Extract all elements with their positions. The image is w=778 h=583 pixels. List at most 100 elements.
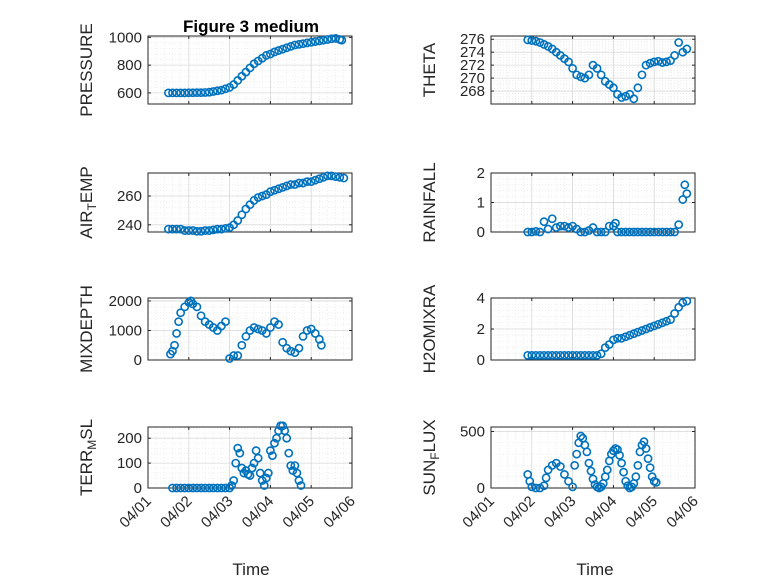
data-point [651,477,661,487]
data-point [270,438,279,448]
data-point [196,483,206,493]
data-point [645,58,655,68]
data-point [584,70,594,80]
data-point [543,224,553,234]
data-point [192,302,202,312]
data-point [270,185,279,195]
data-point [657,227,667,237]
data-point [286,461,296,470]
data-point [523,227,533,237]
data-point [621,91,631,101]
data-point [249,323,259,332]
data-point [657,318,667,328]
data-point [631,472,641,482]
data-point [596,227,606,237]
data-point [551,223,561,232]
data-point [184,483,194,493]
data-point [602,465,612,475]
data-point [217,224,226,234]
data-point [547,350,557,360]
y-tick-label: 500 [460,424,485,441]
data-point [204,87,214,97]
data-point [296,481,306,490]
data-point [670,51,679,60]
data-point [531,350,541,360]
data-point [200,88,210,97]
y-tick-label: 0 [477,480,485,497]
data-point [257,191,267,201]
data-point [327,34,336,44]
data-point [647,472,657,482]
y-tick-label: 0 [477,352,485,369]
y-tick-label: 200 [117,430,142,447]
data-point [196,226,206,236]
data-point [613,445,622,454]
data-point [237,210,247,220]
data-point [649,321,659,331]
data-point [641,60,651,70]
data-point [527,350,537,360]
data-point [615,450,624,460]
data-point [572,449,582,459]
y-tick-label: 4 [477,290,485,307]
data-point [217,483,226,493]
data-point [621,332,631,342]
data-point [609,335,618,345]
x-tick-label: 04/05 [622,493,661,532]
axes-box [490,426,696,489]
data-point [294,343,304,353]
data-point [192,483,202,493]
data-point [327,171,336,181]
x-tick-label: 04/02 [157,493,196,532]
data-point [184,88,194,98]
data-point [551,350,561,360]
data-point [261,473,271,483]
x-tick-label: 04/01 [459,493,498,532]
data-point [678,195,688,204]
data-point [560,221,569,231]
data-point [539,481,549,491]
data-point [637,70,647,80]
data-point [235,448,245,458]
x-axis-label-right: Time [576,560,613,579]
data-point [539,350,549,360]
data-point [609,83,618,93]
y-tick-label: 276 [460,31,485,48]
data-point [629,94,639,104]
data-point [584,458,594,468]
data-point [172,329,181,338]
data-point [176,308,186,318]
data-point [323,35,332,44]
subplot-1: 600 800 1000 PRESSURE [77,23,353,117]
axes-box [147,297,353,361]
data-point [629,227,639,237]
data-point [245,200,255,210]
data-point [294,476,304,485]
data-point [543,350,553,360]
y-tick-label: 270 [460,70,485,87]
data-point [172,224,181,234]
data-point [168,88,177,98]
data-point [592,350,602,360]
data-point [233,216,243,225]
y-tick-label: 100 [117,455,142,472]
y-tick-label: 2 [477,165,485,182]
subplot-6: 0 2 4 H2OMIXRA [420,284,696,373]
data-point [314,174,324,184]
data-point [588,350,598,360]
data-point [274,320,283,329]
data-point [196,88,206,98]
data-point [188,483,198,493]
data-point [298,331,308,341]
data-point [290,180,300,189]
data-point [221,224,230,233]
data-point [637,227,647,237]
y-tick-label: 600 [117,85,142,102]
y-tick-label: 1 [477,195,485,212]
data-point [619,467,628,477]
data-point [609,446,618,456]
data-point [298,39,308,49]
data-point [682,189,692,199]
y-axis-label: RAINFALL [420,162,439,242]
data-point [649,227,659,237]
